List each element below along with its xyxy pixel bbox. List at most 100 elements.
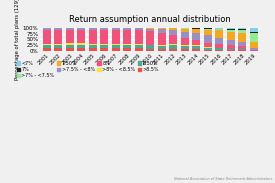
Bar — [204, 28, 212, 29]
Bar — [100, 29, 108, 30]
Bar — [238, 29, 246, 30]
Bar — [43, 30, 51, 44]
Bar — [158, 29, 166, 33]
Bar — [89, 45, 97, 48]
Bar — [54, 44, 62, 45]
Bar — [66, 28, 74, 29]
Bar — [66, 44, 74, 48]
Bar — [169, 35, 177, 44]
Bar — [215, 28, 223, 29]
Bar — [192, 33, 200, 40]
Bar — [204, 48, 212, 50]
Bar — [215, 29, 223, 30]
Bar — [54, 30, 62, 44]
Bar — [146, 29, 154, 31]
Bar — [227, 50, 235, 51]
Bar — [169, 28, 177, 29]
Bar — [54, 29, 62, 30]
Bar — [77, 28, 85, 29]
Bar — [123, 45, 131, 48]
Bar — [135, 29, 143, 30]
Bar — [181, 44, 189, 46]
Bar — [54, 48, 62, 51]
Bar — [250, 32, 258, 33]
Bar — [66, 43, 74, 44]
Bar — [100, 30, 108, 44]
Bar — [238, 50, 246, 51]
Bar — [77, 30, 85, 43]
Bar — [215, 44, 223, 48]
Bar — [123, 30, 131, 44]
Bar — [238, 49, 246, 50]
Bar — [146, 28, 154, 29]
Bar — [89, 48, 97, 51]
Bar — [238, 28, 246, 29]
Bar — [215, 38, 223, 44]
Bar — [158, 44, 166, 46]
Bar — [54, 45, 62, 48]
Bar — [250, 33, 258, 42]
Bar — [192, 45, 200, 46]
Bar — [169, 29, 177, 30]
Bar — [181, 32, 189, 38]
Bar — [112, 29, 120, 30]
Bar — [112, 30, 120, 44]
Bar — [146, 44, 154, 45]
Bar — [204, 35, 212, 43]
Bar — [227, 40, 235, 45]
Bar — [100, 44, 108, 45]
Bar — [169, 30, 177, 35]
Bar — [250, 42, 258, 48]
Y-axis label: Percentage of total plans (129): Percentage of total plans (129) — [15, 0, 20, 80]
Bar — [135, 30, 143, 44]
Bar — [89, 28, 97, 29]
Bar — [181, 28, 189, 29]
Bar — [77, 44, 85, 48]
Bar — [204, 29, 212, 30]
Bar — [112, 48, 120, 51]
Bar — [227, 49, 235, 50]
Bar — [215, 48, 223, 50]
Bar — [169, 49, 177, 51]
Bar — [135, 48, 143, 51]
Bar — [100, 45, 108, 48]
Bar — [112, 45, 120, 48]
Bar — [250, 28, 258, 32]
Title: Return assumption annual distribution: Return assumption annual distribution — [69, 15, 231, 24]
Bar — [227, 45, 235, 49]
Bar — [123, 29, 131, 30]
Bar — [227, 32, 235, 40]
Bar — [146, 45, 154, 49]
Bar — [66, 30, 74, 43]
Bar — [227, 28, 235, 29]
Bar — [112, 44, 120, 45]
Bar — [100, 28, 108, 29]
Bar — [89, 30, 97, 44]
Bar — [158, 28, 166, 29]
Bar — [204, 50, 212, 51]
Legend: <7%, 7%, >7% - <7.5%, 7.50%, >7.5% - <8%, 8%, >8% - <8.5%, 8.50%, >8.5%: <7%, 7%, >7% - <7.5%, 7.50%, >7.5% - <8%… — [16, 61, 159, 78]
Bar — [112, 28, 120, 29]
Bar — [158, 46, 166, 49]
Bar — [66, 29, 74, 30]
Bar — [238, 46, 246, 49]
Bar — [250, 48, 258, 50]
Bar — [238, 30, 246, 33]
Bar — [181, 49, 189, 51]
Bar — [192, 28, 200, 29]
Bar — [204, 47, 212, 48]
Bar — [43, 44, 51, 45]
Bar — [89, 29, 97, 30]
Bar — [77, 43, 85, 44]
Bar — [146, 31, 154, 44]
Bar — [250, 50, 258, 51]
Bar — [181, 29, 189, 32]
Bar — [123, 48, 131, 51]
Bar — [238, 42, 246, 46]
Bar — [123, 44, 131, 45]
Bar — [204, 30, 212, 35]
Bar — [192, 46, 200, 49]
Bar — [43, 48, 51, 51]
Bar — [43, 45, 51, 48]
Text: National Association of State Retirement Administrators: National Association of State Retirement… — [174, 177, 272, 181]
